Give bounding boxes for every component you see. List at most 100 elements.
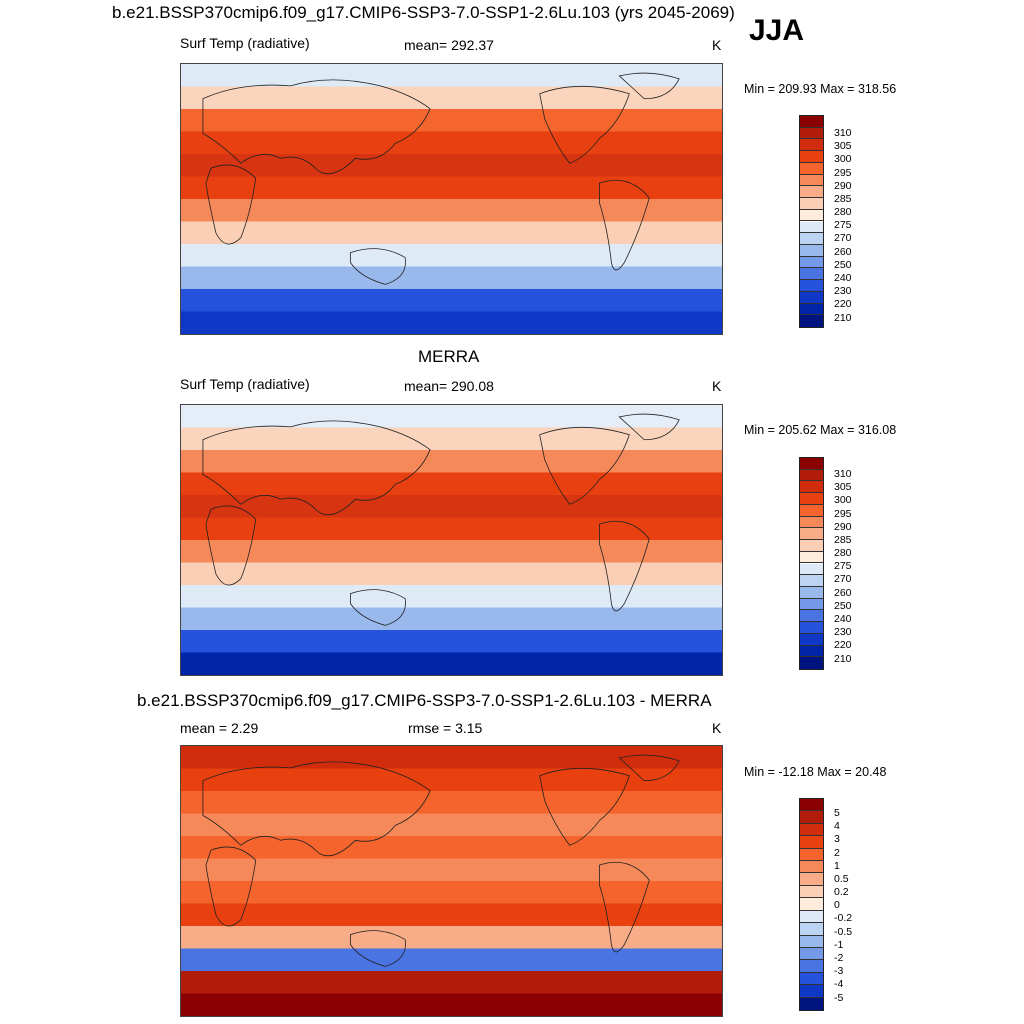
colorbar-swatch — [800, 633, 823, 646]
map-band — [181, 607, 722, 631]
colorbar-tick-label: 240 — [834, 612, 852, 625]
colorbar-swatch — [800, 799, 823, 812]
colorbar-tick-label: 230 — [834, 285, 852, 298]
colorbar-swatch — [800, 598, 823, 611]
colorbar-swatch — [800, 256, 823, 269]
map-band — [181, 131, 722, 155]
panel-1-mean-label: mean= 292.37 — [404, 37, 494, 53]
colorbar-swatch — [800, 645, 823, 658]
colorbar-tick-label: 210 — [834, 652, 852, 665]
map-band — [181, 495, 722, 519]
colorbar-swatch — [800, 586, 823, 599]
colorbar-tick-label: 285 — [834, 192, 852, 205]
colorbar-tick-label: 210 — [834, 311, 852, 324]
panel-3-mean-label: mean = 2.29 — [180, 720, 259, 736]
colorbar-tick-label: 310 — [834, 127, 852, 139]
colorbar-tick-label: 220 — [834, 639, 852, 652]
colorbar-swatch — [800, 910, 823, 924]
colorbar-swatch — [800, 923, 823, 936]
map-band — [181, 517, 722, 541]
colorbar-tick-label: 0.5 — [834, 872, 849, 885]
map-band — [181, 221, 722, 245]
colorbar-swatch — [800, 209, 823, 222]
colorbar-tick-label: 0 — [834, 899, 840, 912]
colorbar-swatch — [800, 861, 823, 874]
map-band — [181, 405, 722, 429]
panel-3-minmax-label: Min = -12.18 Max = 20.48 — [744, 765, 887, 779]
map-band — [181, 289, 722, 313]
map-band — [181, 652, 722, 675]
season-label: JJA — [749, 14, 805, 47]
colorbar-swatch — [800, 972, 823, 986]
map-band — [181, 768, 722, 792]
colorbar-swatch — [800, 469, 823, 482]
map-band — [181, 199, 722, 223]
map-band — [181, 746, 722, 770]
colorbar-tick-label: 290 — [834, 520, 852, 533]
colorbar-swatch — [800, 898, 823, 911]
colorbar-tick-label: 310 — [834, 468, 852, 480]
colorbar-swatch — [800, 516, 823, 529]
colorbar-tick-label: 275 — [834, 560, 852, 573]
colorbar-swatch — [800, 811, 823, 824]
colorbar-swatch — [800, 315, 823, 327]
colorbar-tick-label: 270 — [834, 573, 852, 586]
map-band — [181, 790, 722, 815]
panel-2-mean-label: mean= 290.08 — [404, 378, 494, 394]
colorbar-tick-label: 230 — [834, 626, 852, 639]
colorbar-tick-label: 260 — [834, 586, 852, 599]
colorbar-tick-label: 220 — [834, 298, 852, 311]
colorbar-tick-label: 250 — [834, 258, 852, 271]
panel-1-variable-label: Surf Temp (radiative) — [180, 35, 310, 51]
map-band — [181, 813, 722, 837]
map-band — [181, 971, 722, 995]
map-band — [181, 311, 722, 334]
colorbar-swatch — [800, 997, 823, 1010]
colorbar-tick-label: 270 — [834, 232, 852, 245]
map-band — [181, 154, 722, 178]
map-band — [181, 948, 722, 972]
map-band — [181, 562, 722, 586]
colorbar-tick-label: 280 — [834, 206, 852, 219]
map-band — [181, 86, 722, 110]
colorbar-swatch — [800, 657, 823, 669]
colorbar-tick-label: 3 — [834, 833, 840, 846]
colorbar-swatch — [800, 151, 823, 163]
colorbar-swatch — [800, 481, 823, 494]
panel-2-variable-label: Surf Temp (radiative) — [180, 376, 310, 392]
colorbar-swatch — [800, 162, 823, 175]
panel-2-map-svg — [181, 405, 722, 675]
colorbar-swatch — [800, 873, 823, 886]
colorbar-tick-label: -4 — [834, 978, 844, 991]
map-band — [181, 266, 722, 290]
panel-3-map — [180, 745, 723, 1017]
colorbar-swatch — [800, 551, 823, 564]
colorbar-swatch — [800, 458, 823, 470]
colorbar-swatch — [800, 139, 823, 152]
map-band — [181, 584, 722, 609]
colorbar-tick-label: 285 — [834, 533, 852, 546]
colorbar-swatch — [800, 960, 823, 973]
panel-1-map-svg — [181, 64, 722, 334]
colorbar-tick-label: -3 — [834, 965, 844, 978]
colorbar-tick-label: 280 — [834, 547, 852, 560]
colorbar-tick-label: 250 — [834, 599, 852, 612]
map-band — [181, 176, 722, 200]
colorbar-swatch — [800, 836, 823, 849]
colorbar-tick-label: 260 — [834, 245, 852, 258]
colorbar-tick-label: -5 — [834, 991, 844, 1004]
colorbar-swatch — [800, 622, 823, 634]
map-band — [181, 427, 722, 451]
panel-2-minmax-label: Min = 205.62 Max = 316.08 — [744, 423, 897, 437]
colorbar-swatch — [800, 174, 823, 187]
colorbar-tick-label: -0.5 — [834, 925, 853, 938]
panel-1-units-label: K — [712, 37, 722, 53]
colorbar-swatch — [800, 291, 823, 304]
colorbar-tick-label: -2 — [834, 951, 844, 964]
colorbar-swatch — [800, 244, 823, 257]
colorbar-tick-label: -1 — [834, 938, 844, 951]
map-band — [181, 925, 722, 950]
panel-3-units-label: K — [712, 720, 722, 736]
colorbar-swatch — [800, 504, 823, 517]
colorbar-swatch — [800, 116, 823, 128]
